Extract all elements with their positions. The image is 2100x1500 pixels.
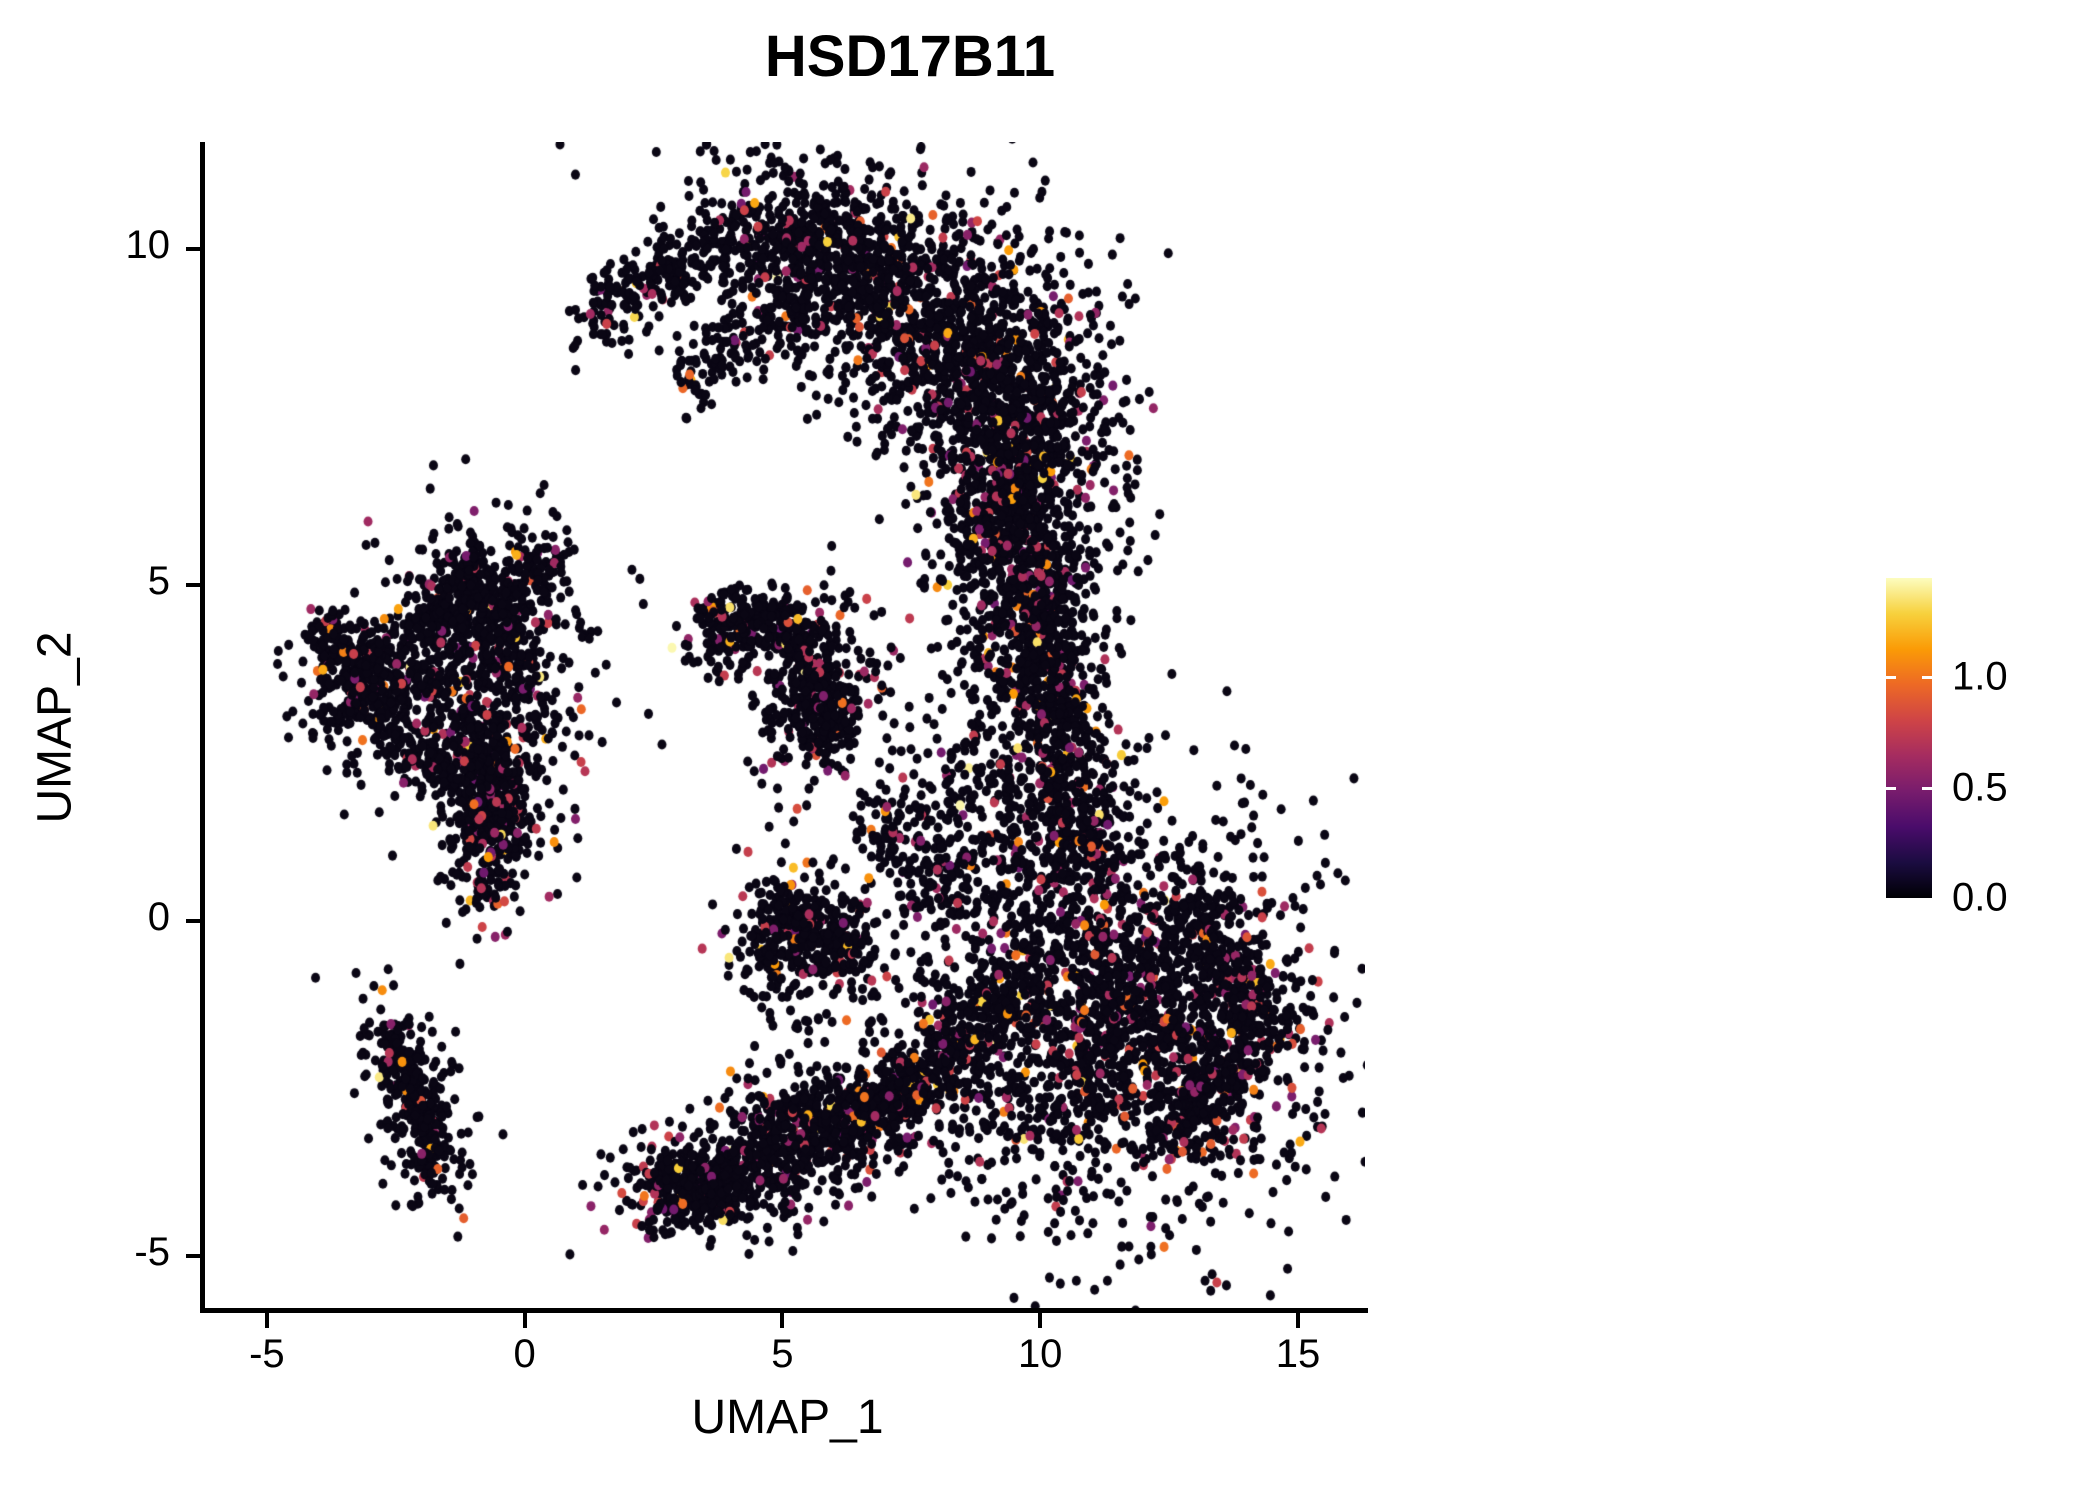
x-tick-label: 15	[1275, 1332, 1321, 1376]
y-tick-label: 5	[147, 559, 170, 604]
plot-panel	[205, 142, 1365, 1310]
y-tick-label: 10	[125, 223, 171, 268]
x-tick-label: -5	[249, 1332, 285, 1376]
y-axis-line	[200, 142, 205, 1312]
y-tick-mark	[186, 247, 201, 252]
y-tick-mark	[186, 918, 201, 923]
y-tick-mark	[186, 583, 201, 588]
colorbar-tick-mark	[1922, 786, 1932, 790]
colorbar-tick-label: 0.0	[1952, 875, 2008, 920]
x-tick-mark	[264, 1313, 269, 1328]
colorbar-legend	[1886, 578, 1932, 898]
colorbar-tick-mark	[1922, 676, 1932, 680]
colorbar-tick-mark	[1886, 786, 1896, 790]
colorbar-tick-label: 0.5	[1952, 765, 2008, 810]
y-tick-label: 0	[147, 894, 170, 939]
page-title: HSD17B11	[764, 24, 1056, 89]
scatter-points-canvas	[205, 142, 1365, 1310]
y-tick-label: -5	[134, 1230, 170, 1275]
colorbar-tick-label: 1.0	[1952, 654, 2008, 699]
colorbar-tick-mark	[1886, 676, 1896, 680]
x-axis-title: UMAP_1	[691, 1391, 884, 1444]
x-tick-mark	[1038, 1313, 1043, 1328]
colorbar-gradient	[1886, 578, 1932, 898]
x-axis-line	[200, 1308, 1368, 1313]
x-tick-label: 10	[1017, 1332, 1063, 1376]
x-tick-mark	[522, 1313, 527, 1328]
y-tick-mark	[186, 1254, 201, 1259]
x-tick-label: 0	[513, 1332, 536, 1376]
x-tick-mark	[1295, 1313, 1300, 1328]
y-axis-title: UMAP_2	[28, 631, 82, 824]
x-tick-label: 5	[771, 1332, 794, 1376]
x-tick-mark	[780, 1313, 785, 1328]
